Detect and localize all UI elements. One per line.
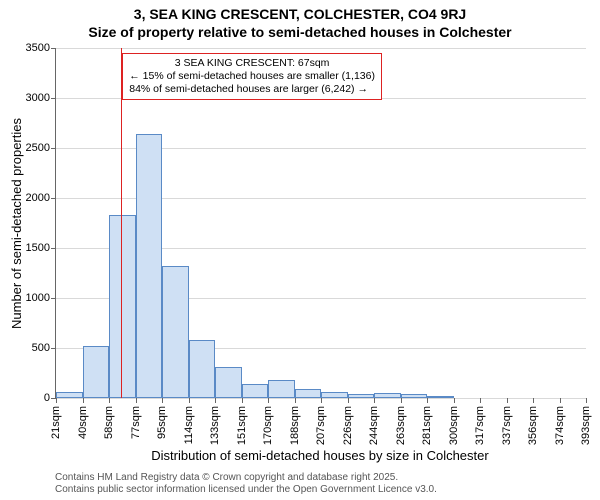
ytick-mark <box>51 198 56 199</box>
xtick-label: 188sqm <box>289 406 301 445</box>
xtick-label: 151sqm <box>236 406 248 445</box>
histogram-bar <box>189 340 216 398</box>
xtick-label: 21sqm <box>50 406 62 439</box>
histogram-bar <box>242 384 269 398</box>
xtick-label: 244sqm <box>368 406 380 445</box>
xtick-label: 281sqm <box>421 406 433 445</box>
xtick-mark <box>162 398 163 403</box>
ytick-mark <box>51 148 56 149</box>
xtick-mark <box>268 398 269 403</box>
histogram-bar <box>374 393 401 398</box>
xtick-label: 207sqm <box>315 406 327 445</box>
xtick-mark <box>321 398 322 403</box>
ytick-label: 2500 <box>26 142 50 154</box>
ytick-label: 1000 <box>26 292 50 304</box>
xtick-mark <box>374 398 375 403</box>
annotation-line: ← 15% of semi-detached houses are smalle… <box>129 70 375 83</box>
xtick-label: 58sqm <box>103 406 115 439</box>
xtick-mark <box>454 398 455 403</box>
xtick-mark <box>560 398 561 403</box>
xtick-mark <box>136 398 137 403</box>
xtick-mark <box>56 398 57 403</box>
histogram-bar <box>162 266 189 398</box>
histogram-bar <box>215 367 242 398</box>
xtick-label: 40sqm <box>77 406 89 439</box>
ytick-mark <box>51 348 56 349</box>
histogram-bar <box>268 380 295 398</box>
footer-attribution: Contains HM Land Registry data © Crown c… <box>55 472 437 496</box>
xtick-label: 317sqm <box>474 406 486 445</box>
xtick-label: 170sqm <box>262 406 274 445</box>
xtick-mark <box>189 398 190 403</box>
ytick-mark <box>51 248 56 249</box>
histogram-bar <box>348 394 375 398</box>
ytick-mark <box>51 48 56 49</box>
x-axis-label: Distribution of semi-detached houses by … <box>55 448 585 463</box>
histogram-bar <box>56 392 83 399</box>
ytick-mark <box>51 298 56 299</box>
xtick-mark <box>507 398 508 403</box>
y-axis-label: Number of semi-detached properties <box>8 48 24 398</box>
xtick-mark <box>586 398 587 403</box>
plot-area: 050010001500200025003000350021sqm40sqm58… <box>55 48 586 399</box>
xtick-label: 393sqm <box>580 406 592 445</box>
xtick-mark <box>295 398 296 403</box>
xtick-label: 263sqm <box>395 406 407 445</box>
xtick-mark <box>533 398 534 403</box>
histogram-bar <box>295 389 322 398</box>
footer-line2: Contains public sector information licen… <box>55 484 437 496</box>
histogram-bar <box>136 134 163 398</box>
ytick-label: 0 <box>44 392 50 404</box>
xtick-label: 337sqm <box>501 406 513 445</box>
chart-title-sub: Size of property relative to semi-detach… <box>0 24 600 40</box>
annotation-box: 3 SEA KING CRESCENT: 67sqm← 15% of semi-… <box>122 53 382 100</box>
histogram-bar <box>109 215 136 398</box>
chart-container: 3, SEA KING CRESCENT, COLCHESTER, CO4 9R… <box>0 0 600 500</box>
histogram-bar <box>401 394 428 398</box>
chart-title-main: 3, SEA KING CRESCENT, COLCHESTER, CO4 9R… <box>0 6 600 22</box>
ytick-label: 500 <box>32 342 50 354</box>
histogram-bar <box>83 346 110 398</box>
xtick-label: 226sqm <box>342 406 354 445</box>
xtick-mark <box>427 398 428 403</box>
ytick-mark <box>51 98 56 99</box>
ytick-label: 3500 <box>26 42 50 54</box>
xtick-label: 114sqm <box>183 406 195 444</box>
xtick-label: 374sqm <box>554 406 566 445</box>
xtick-label: 133sqm <box>209 406 221 445</box>
marker-line <box>121 48 122 398</box>
xtick-label: 77sqm <box>130 406 142 439</box>
footer-line1: Contains HM Land Registry data © Crown c… <box>55 472 437 484</box>
xtick-mark <box>109 398 110 403</box>
xtick-mark <box>242 398 243 403</box>
xtick-mark <box>83 398 84 403</box>
ytick-label: 1500 <box>26 242 50 254</box>
ytick-label: 3000 <box>26 92 50 104</box>
ytick-label: 2000 <box>26 192 50 204</box>
xtick-mark <box>480 398 481 403</box>
xtick-mark <box>215 398 216 403</box>
histogram-bar <box>427 396 454 398</box>
xtick-label: 300sqm <box>448 406 460 445</box>
xtick-mark <box>401 398 402 403</box>
histogram-bar <box>321 392 348 398</box>
annotation-line: 84% of semi-detached houses are larger (… <box>129 83 375 96</box>
xtick-label: 356sqm <box>527 406 539 445</box>
xtick-label: 95sqm <box>156 406 168 439</box>
annotation-line: 3 SEA KING CRESCENT: 67sqm <box>129 57 375 70</box>
gridline <box>56 48 586 49</box>
xtick-mark <box>348 398 349 403</box>
